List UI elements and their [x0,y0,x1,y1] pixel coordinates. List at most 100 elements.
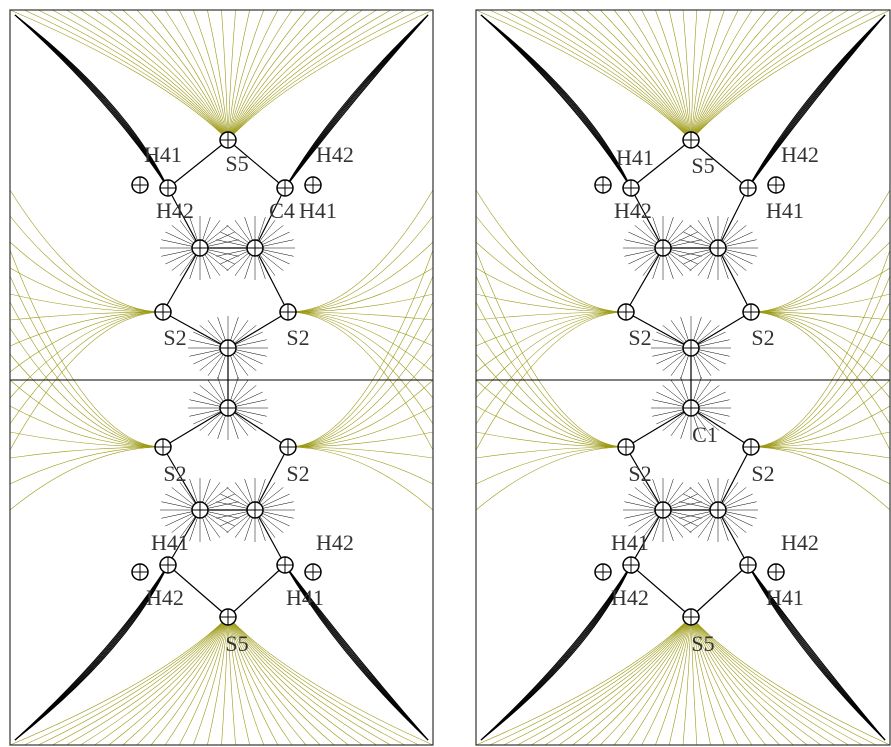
field-line [691,10,807,140]
field-line [228,10,405,140]
panel-field [476,10,890,745]
separatrix [481,565,631,740]
field-line [228,10,320,140]
field-line [476,447,626,484]
separatrix [15,565,168,740]
atom-label: H41 [299,198,337,223]
bond [691,312,751,348]
field-line [751,354,890,447]
atom-label: H41 [286,585,324,610]
separatrix [481,565,631,740]
panel-field [10,10,433,745]
field-line [10,312,163,450]
field-line [228,10,348,140]
field-line [476,328,626,447]
bond [163,408,228,447]
margin [0,0,10,747]
atom-label: H42 [781,142,819,167]
atom-label: C1 [692,422,718,447]
field-line [228,617,391,745]
field-line [66,10,228,140]
separatrix [285,15,428,188]
atom-label: S2 [628,461,651,486]
field-line [476,268,626,312]
field-line [691,617,849,745]
atom-label: H41 [144,142,182,167]
field-line [476,354,626,447]
atom-label: S5 [691,631,714,656]
field-line [10,216,163,312]
field-line [751,216,890,312]
field-line [228,617,377,745]
atom-label: H42 [156,198,194,223]
atom-label: H42 [316,142,354,167]
atom-label: S2 [286,325,309,350]
field-line [545,617,691,745]
field-line [504,617,691,745]
atom-label: H41 [611,530,649,555]
field-line [683,10,691,140]
field-line [109,617,228,745]
field-line [288,312,433,450]
bond [228,408,288,447]
field-line [288,312,433,346]
atom-label: S2 [163,461,186,486]
field-line [531,617,691,745]
bond [255,510,285,565]
separatrix [285,15,428,188]
field-line [655,617,691,745]
bond [718,510,748,565]
field-line [600,10,691,140]
field-line [691,10,835,140]
field-line [476,312,626,346]
field-line [288,216,433,312]
separatrix [481,565,631,740]
atom-label: H41 [151,530,189,555]
field-line [655,10,691,140]
bond [718,188,748,248]
separatrix [481,565,631,740]
bond [626,408,691,447]
atom-label: S2 [286,461,309,486]
field-line [573,10,691,140]
atom-label: H42 [146,585,184,610]
field-line [476,242,626,312]
atom-label: H41 [766,585,804,610]
field-line [288,328,433,447]
field-line [10,354,163,447]
atom-label: S5 [691,153,714,178]
separatrix [481,15,631,188]
separatrix [285,15,428,188]
bond [163,248,200,312]
figure: H41 S5 H42 H42 C4 H41 S2 S2 S2 S2 H41 H4… [0,0,891,747]
bond [255,447,288,510]
field-line [288,447,433,484]
field-line [288,242,433,312]
field-line [228,617,405,745]
labels-right: H41 S5 H42 H42 H41 S2 S2 C1 S2 S2 H41 H4… [611,142,819,656]
field-line [476,312,626,450]
atom-label: H42 [781,530,819,555]
separatrix [285,15,428,188]
field-line [109,10,228,140]
field-line [628,617,691,745]
field-line [66,617,228,745]
field-line [628,10,691,140]
field-line [81,617,229,745]
field-line [10,190,163,312]
atom-label: H42 [614,198,652,223]
bond [228,312,288,348]
field-line [228,10,433,140]
atom-label: S2 [163,325,186,350]
field-line [228,10,377,140]
field-lines [0,0,891,747]
field-line [288,354,433,447]
field-line [10,447,163,484]
separatrix [285,15,428,188]
field-line [228,617,433,745]
field-line [504,10,691,140]
field-line [228,10,292,140]
bond [626,248,663,312]
field-line [288,312,433,424]
field-line [10,312,163,346]
